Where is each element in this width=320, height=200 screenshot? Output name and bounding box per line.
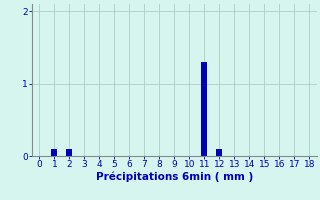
- Bar: [201, 62, 207, 156]
- Bar: [52, 149, 58, 156]
- Bar: [216, 149, 222, 156]
- Bar: [67, 149, 72, 156]
- X-axis label: Précipitations 6min ( mm ): Précipitations 6min ( mm ): [96, 172, 253, 182]
